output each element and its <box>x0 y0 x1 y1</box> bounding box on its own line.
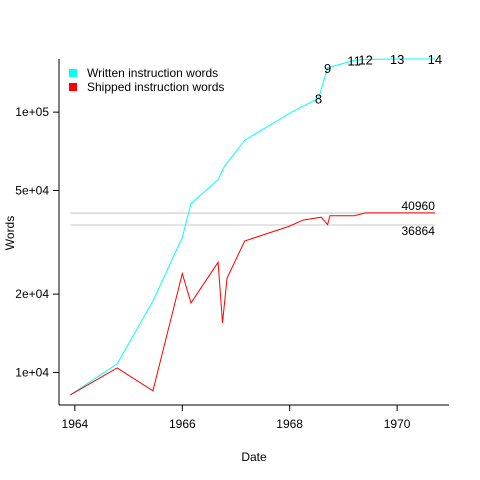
reference-label-36864: 36864 <box>402 224 436 238</box>
x-axis-ticks: 1964 1966 1968 1970 <box>62 405 411 431</box>
x-tick-label-1964: 1964 <box>62 417 89 431</box>
y-tick-label-5e+04: 5e+04 <box>15 184 49 198</box>
annotation-11: 11 <box>347 53 361 68</box>
y-tick-label-1e+05: 1e+05 <box>15 105 49 119</box>
series-line-shipped <box>70 212 435 396</box>
legend-label-written: Written instruction words <box>87 66 218 80</box>
y-axis-label: Words <box>3 216 17 250</box>
annotation-12: 12 <box>358 52 372 67</box>
legend-swatch-written <box>69 69 77 77</box>
x-tick-label-1970: 1970 <box>384 417 411 431</box>
series-lines <box>70 58 435 396</box>
annotation-8: 8 <box>315 91 322 106</box>
reference-label-40960: 40960 <box>402 199 436 213</box>
y-axis-ticks: 1e+04 2e+04 5e+04 1e+05 <box>15 105 59 379</box>
annotation-9: 9 <box>324 61 331 76</box>
annotation-14: 14 <box>428 52 442 67</box>
legend-swatch-shipped <box>69 83 77 91</box>
series-line-written <box>70 58 435 396</box>
y-tick-label-1e+04: 1e+04 <box>15 365 49 379</box>
axes <box>58 59 449 406</box>
x-tick-label-1968: 1968 <box>276 417 303 431</box>
y-tick-label-2e+04: 2e+04 <box>15 287 49 301</box>
x-tick-label-1966: 1966 <box>169 417 196 431</box>
annotation-13: 13 <box>390 52 404 67</box>
legend-label-shipped: Shipped instruction words <box>87 80 224 94</box>
reference-lines: 40960 36864 <box>70 199 435 238</box>
x-axis-label: Date <box>241 450 267 464</box>
